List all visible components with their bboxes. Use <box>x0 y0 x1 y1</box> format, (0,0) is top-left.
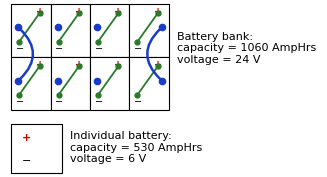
Bar <box>51 57 90 110</box>
Text: +: + <box>154 7 162 17</box>
Text: +: + <box>154 60 162 70</box>
Bar <box>90 57 129 110</box>
Bar <box>129 4 169 57</box>
Text: +: + <box>75 7 83 17</box>
Text: +: + <box>114 7 123 17</box>
Text: +: + <box>36 60 44 70</box>
Bar <box>11 4 51 57</box>
Bar <box>90 4 129 57</box>
Bar <box>129 57 169 110</box>
Text: −: − <box>95 44 103 54</box>
Text: −: − <box>22 156 31 166</box>
Text: +: + <box>114 60 123 70</box>
Text: −: − <box>55 44 63 54</box>
Bar <box>51 4 90 57</box>
Text: Battery bank:
capacity = 1060 AmpHrs
voltage = 24 V: Battery bank: capacity = 1060 AmpHrs vol… <box>177 32 317 65</box>
Bar <box>11 124 62 173</box>
Text: Individual battery:
capacity = 530 AmpHrs
voltage = 6 V: Individual battery: capacity = 530 AmpHr… <box>70 131 203 164</box>
Text: +: + <box>75 60 83 70</box>
Text: −: − <box>134 97 142 107</box>
Bar <box>11 57 51 110</box>
Text: −: − <box>16 44 24 54</box>
Text: −: − <box>95 97 103 107</box>
Text: +: + <box>36 7 44 17</box>
Text: +: + <box>22 133 31 143</box>
Text: −: − <box>55 97 63 107</box>
Text: −: − <box>134 44 142 54</box>
Text: −: − <box>16 97 24 107</box>
